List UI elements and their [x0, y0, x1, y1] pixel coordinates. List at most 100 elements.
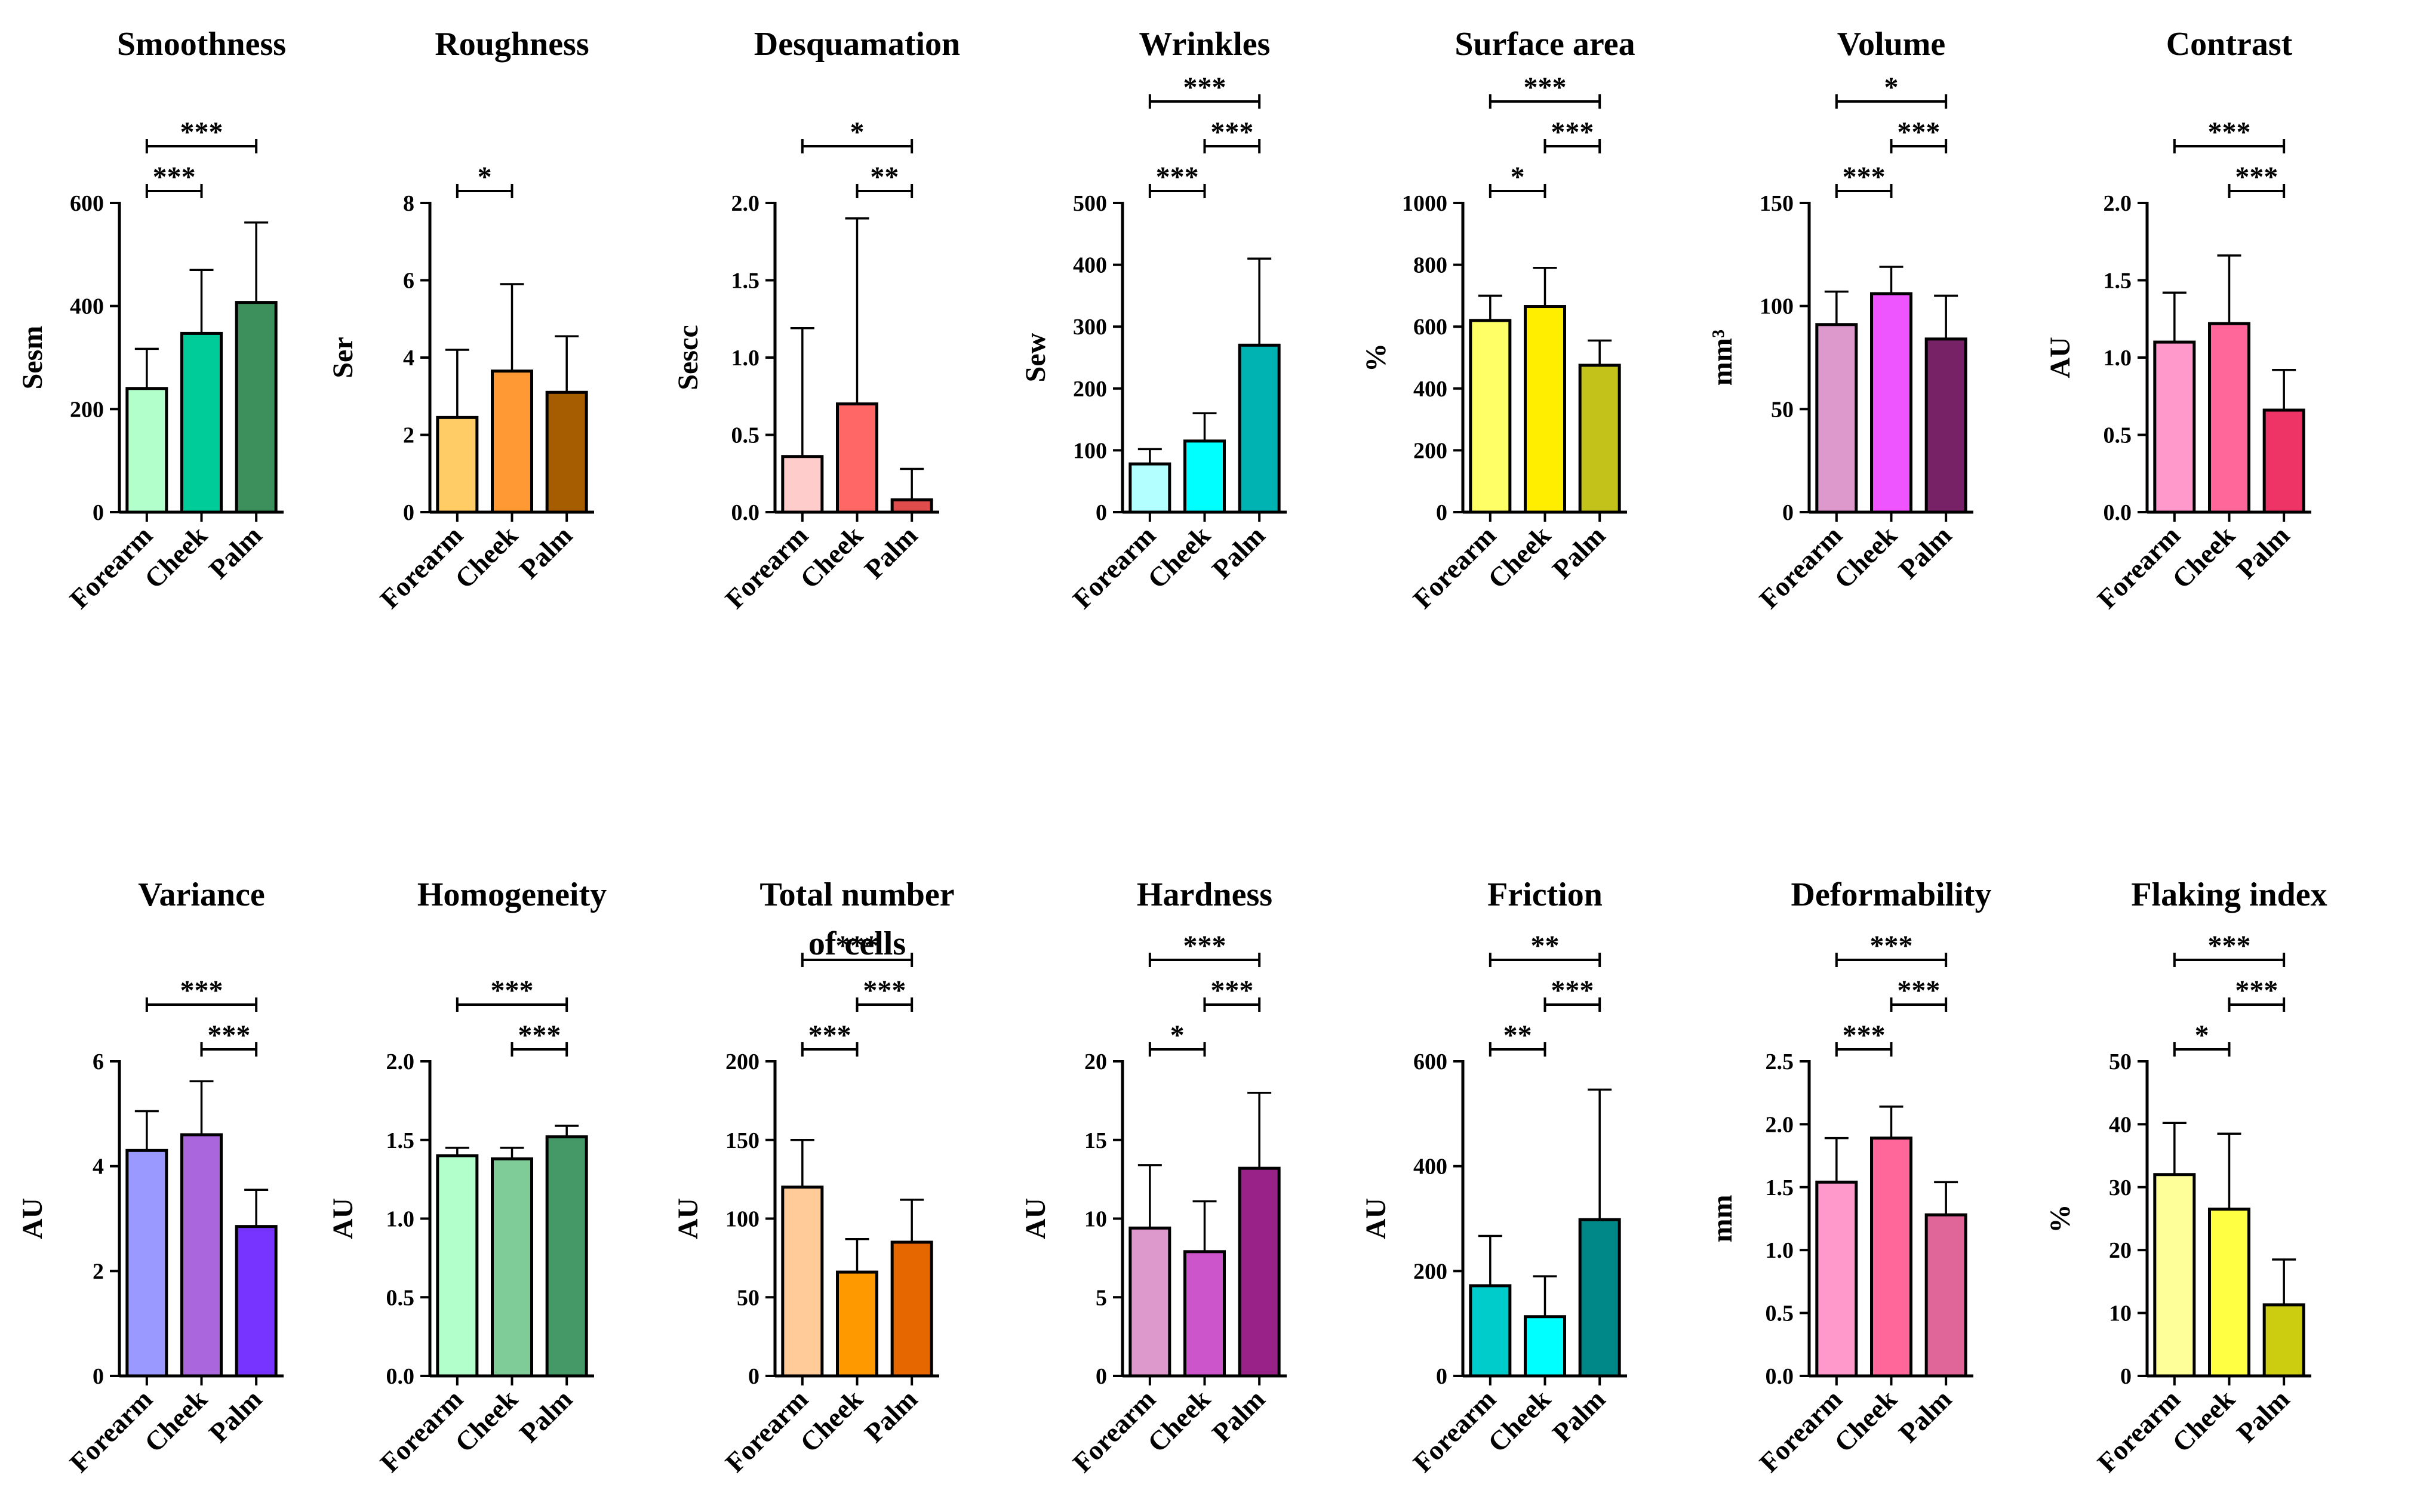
- x-tick-label: Cheek: [449, 1384, 524, 1458]
- y-tick-label: 600: [70, 191, 104, 216]
- bar-cheek: [2208, 1208, 2250, 1378]
- y-tick-label: 0.5: [386, 1285, 415, 1310]
- y-tick-label: 200: [1413, 1259, 1447, 1284]
- y-tick-label: 4: [403, 346, 414, 371]
- y-tick-label: 6: [93, 1049, 104, 1074]
- y-tick-label: 2: [93, 1259, 104, 1284]
- y-tick-label: 200: [70, 397, 104, 422]
- y-tick-label: 4: [93, 1154, 104, 1180]
- x-tick-label: Palm: [2231, 520, 2295, 584]
- bar-forearm: [1128, 462, 1171, 514]
- y-tick-label: 0: [1782, 500, 1794, 525]
- bar-cheek: [491, 369, 533, 514]
- bar-forearm: [125, 387, 168, 514]
- significance-label: ***: [2235, 975, 2278, 1006]
- bar-cheek: [2208, 322, 2250, 514]
- significance-label: ***: [1843, 161, 1886, 193]
- y-tick-label: 0.0: [731, 500, 760, 525]
- x-tick-label: Palm: [1893, 520, 1957, 584]
- y-tick-label: 0: [1096, 1364, 1107, 1389]
- y-tick-label: 0: [2120, 1364, 2132, 1389]
- bar-cheek: [836, 402, 878, 514]
- significance-label: ***: [1551, 116, 1594, 148]
- x-tick-label: Cheek: [2166, 520, 2241, 595]
- y-tick-label: 40: [2109, 1112, 2132, 1137]
- bar-palm: [890, 498, 933, 514]
- y-tick-label: 0: [1436, 500, 1447, 525]
- chart-title: Roughness: [435, 26, 589, 63]
- significance-label: **: [1503, 1020, 1532, 1051]
- y-tick-label: 2.0: [731, 191, 760, 216]
- significance-label: ***: [153, 161, 196, 193]
- x-tick-label: Palm: [1546, 520, 1611, 584]
- significance-label: ***: [1897, 116, 1940, 148]
- y-tick-label: 0.0: [2104, 500, 2132, 525]
- bar-cheek: [1183, 1250, 1226, 1378]
- chart-panel-3: DesquamationSescc0.00.51.01.52.0ForearmC…: [672, 26, 960, 614]
- x-tick-label: Palm: [859, 1384, 923, 1448]
- y-tick-label: 1.5: [731, 269, 760, 294]
- y-axis-label: Sescc: [672, 325, 704, 390]
- x-tick-label: Cheek: [1482, 520, 1557, 595]
- bar-cheek: [1183, 439, 1226, 514]
- y-tick-label: 2.0: [386, 1049, 415, 1074]
- x-tick-label: Cheek: [794, 520, 869, 595]
- significance-label: *: [478, 161, 492, 193]
- significance-label: ***: [518, 1020, 561, 1051]
- y-tick-label: 0.5: [731, 423, 760, 448]
- y-tick-label: 500: [1073, 191, 1107, 216]
- chart-title: Friction: [1487, 876, 1603, 913]
- y-tick-label: 0: [748, 1364, 759, 1389]
- y-tick-label: 400: [1073, 253, 1107, 278]
- bar-cheek: [180, 1133, 223, 1378]
- x-tick-label: Palm: [1206, 1384, 1271, 1448]
- y-tick-label: 6: [403, 269, 414, 294]
- y-axis-label: AU: [17, 1198, 48, 1239]
- y-axis-label: AU: [1020, 1198, 1051, 1239]
- bar-palm: [1238, 343, 1281, 514]
- chart-panel-9: HomogeneityAU0.00.51.01.52.0ForearmCheek…: [327, 876, 607, 1478]
- y-tick-label: 30: [2109, 1175, 2132, 1200]
- bar-forearm: [1469, 1284, 1512, 1378]
- chart-panel-14: Flaking index%01020304050ForearmCheekPal…: [2044, 876, 2327, 1478]
- x-tick-label: Palm: [203, 1384, 267, 1448]
- x-tick-label: Palm: [1206, 520, 1271, 584]
- chart-title: Hardness: [1137, 876, 1272, 913]
- bar-forearm: [1815, 1180, 1858, 1378]
- y-axis-label: mm: [1706, 1195, 1738, 1243]
- significance-label: *: [2195, 1020, 2209, 1051]
- significance-label: *: [850, 116, 865, 148]
- significance-label: ***: [207, 1020, 250, 1051]
- bar-palm: [1238, 1166, 1281, 1378]
- bar-palm: [545, 390, 588, 514]
- significance-label: *: [1170, 1020, 1185, 1051]
- y-axis-label: AU: [672, 1198, 704, 1239]
- bar-palm: [1924, 337, 1967, 514]
- bar-cheek: [491, 1157, 533, 1378]
- significance-label: *: [1511, 161, 1525, 193]
- significance-label: ***: [1183, 930, 1226, 962]
- bar-palm: [545, 1135, 588, 1378]
- y-tick-label: 20: [2109, 1238, 2132, 1263]
- y-axis-label: AU: [327, 1198, 359, 1239]
- x-tick-label: Cheek: [139, 1384, 213, 1458]
- x-tick-label: Cheek: [1482, 1384, 1557, 1458]
- y-tick-label: 0.0: [386, 1364, 415, 1389]
- y-tick-label: 200: [725, 1049, 759, 1074]
- significance-label: *: [1884, 72, 1899, 103]
- y-tick-label: 15: [1084, 1128, 1107, 1153]
- y-tick-label: 1000: [1402, 191, 1447, 216]
- chart-title: Variance: [138, 876, 265, 913]
- chart-title: Volume: [1837, 26, 1946, 63]
- chart-panel-11: HardnessAU05101520ForearmCheekPalm******…: [1020, 876, 1287, 1478]
- bar-palm: [2262, 1303, 2305, 1378]
- y-axis-label: Sesm: [17, 326, 48, 390]
- chart-title: of cells: [808, 925, 906, 962]
- y-axis-label: Sew: [1020, 332, 1051, 382]
- bar-forearm: [2153, 340, 2196, 514]
- y-tick-label: 400: [1413, 1154, 1447, 1180]
- chart-panel-4: WrinklesSew0100200300400500ForearmCheekP…: [1020, 26, 1287, 614]
